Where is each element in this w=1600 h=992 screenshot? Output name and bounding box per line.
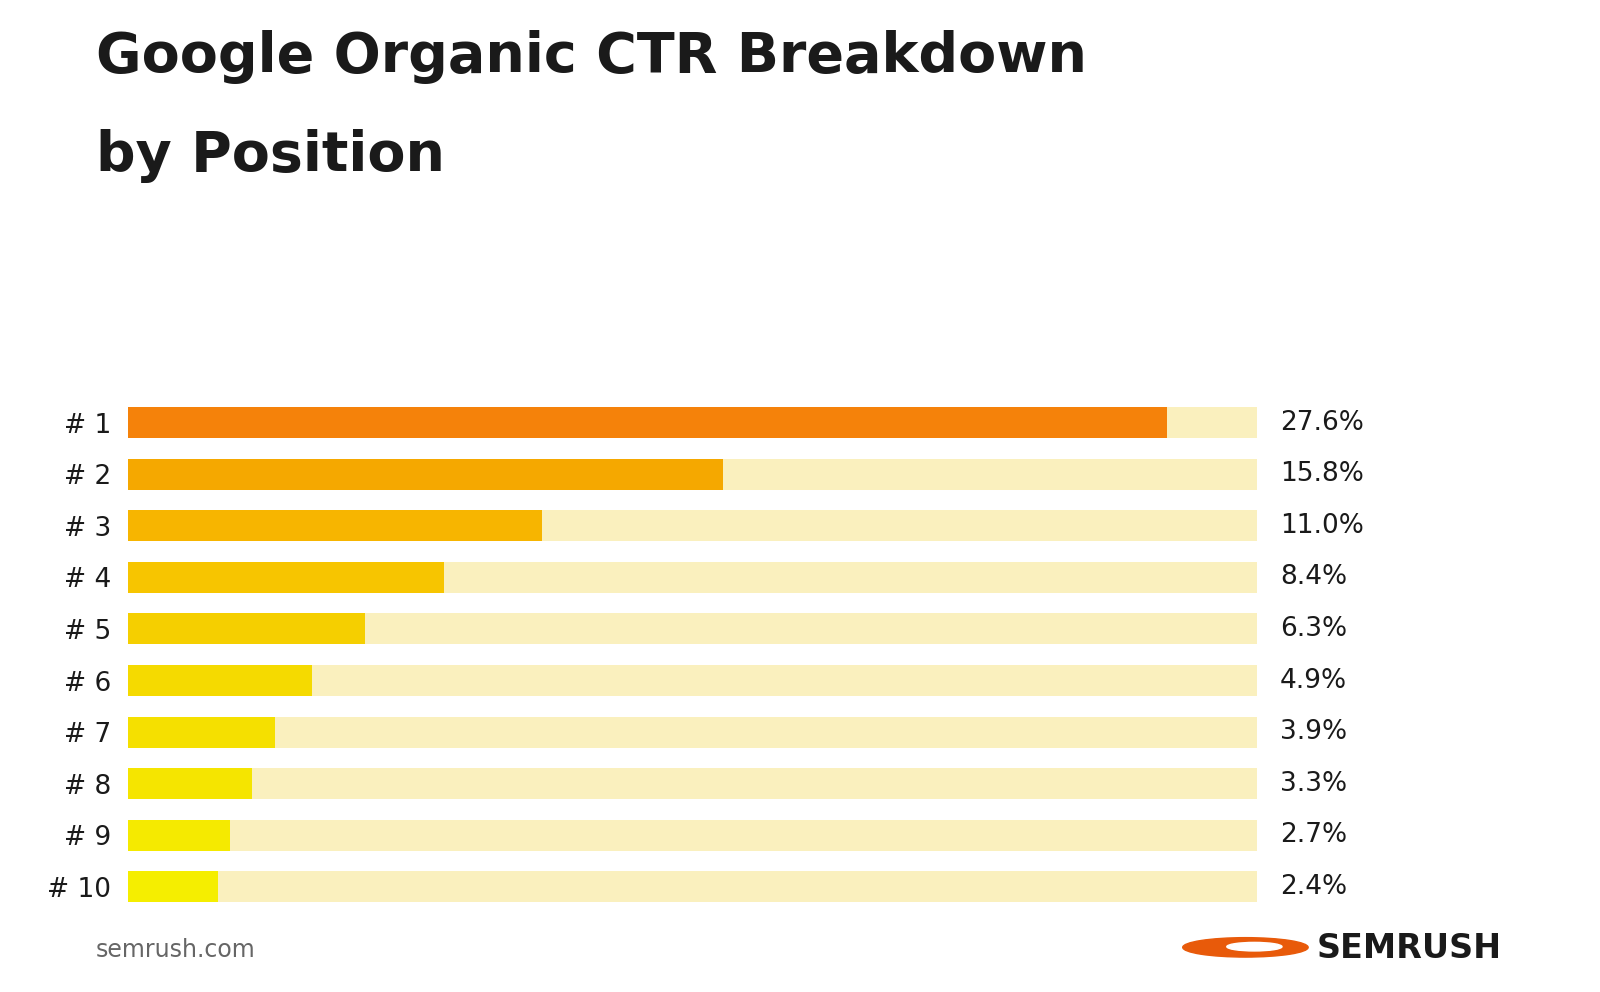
- Bar: [128, 510, 542, 542]
- Text: semrush.com: semrush.com: [96, 938, 256, 962]
- Bar: [128, 510, 1258, 542]
- Text: 8.4%: 8.4%: [1280, 564, 1347, 590]
- Bar: [128, 665, 312, 696]
- Text: 11.0%: 11.0%: [1280, 513, 1363, 539]
- Text: Google Organic CTR Breakdown: Google Organic CTR Breakdown: [96, 30, 1086, 83]
- Bar: [128, 613, 365, 645]
- Bar: [128, 458, 723, 490]
- Text: 15.8%: 15.8%: [1280, 461, 1363, 487]
- Text: 2.7%: 2.7%: [1280, 822, 1347, 848]
- Bar: [128, 819, 230, 851]
- Circle shape: [1227, 942, 1282, 951]
- Bar: [128, 871, 218, 903]
- Bar: [128, 561, 1258, 593]
- Bar: [128, 716, 1258, 748]
- Bar: [128, 407, 1166, 438]
- Circle shape: [1182, 937, 1309, 957]
- Bar: [128, 768, 1258, 800]
- Text: 3.3%: 3.3%: [1280, 771, 1347, 797]
- Bar: [128, 458, 1258, 490]
- Bar: [128, 871, 1258, 903]
- Bar: [128, 561, 445, 593]
- Bar: [128, 819, 1258, 851]
- Bar: [128, 716, 275, 748]
- Bar: [128, 665, 1258, 696]
- Text: 2.4%: 2.4%: [1280, 874, 1347, 900]
- Text: 6.3%: 6.3%: [1280, 616, 1347, 642]
- Text: 3.9%: 3.9%: [1280, 719, 1347, 745]
- Text: 27.6%: 27.6%: [1280, 410, 1363, 435]
- Text: 4.9%: 4.9%: [1280, 668, 1347, 693]
- Text: SEMRUSH: SEMRUSH: [1317, 932, 1502, 965]
- Bar: [128, 407, 1258, 438]
- Bar: [128, 613, 1258, 645]
- Bar: [128, 768, 253, 800]
- Text: by Position: by Position: [96, 129, 445, 183]
